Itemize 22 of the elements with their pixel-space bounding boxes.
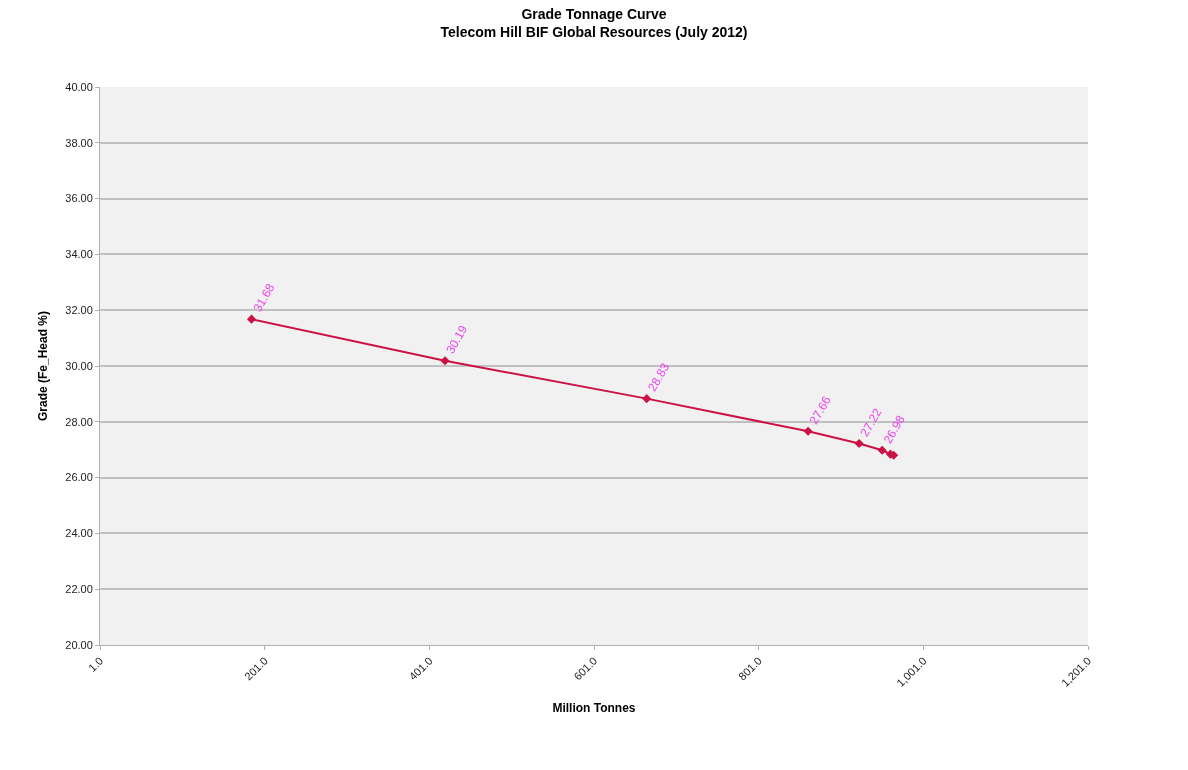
chart-title: Grade Tonnage Curve <box>521 6 667 23</box>
point <box>642 394 652 404</box>
point <box>440 356 450 366</box>
chart-subtitle: Telecom Hill BIF Global Resources (July 2012) <box>440 24 748 41</box>
y-axis-title: Grade (Fe_Head %) <box>35 310 50 422</box>
x-axis-title: Million Tonnes <box>552 700 636 715</box>
y-tick-label: 32.00 <box>65 304 93 317</box>
y-tick-label: 20.00 <box>65 638 93 651</box>
y-tick-label: 40.00 <box>65 80 93 93</box>
y-tick-label: 36.00 <box>65 192 93 205</box>
y-tick-label: 22.00 <box>65 583 93 596</box>
y-tick-label: 28.00 <box>65 415 93 428</box>
y-tick-label: 34.00 <box>65 248 93 261</box>
y-tick-label: 38.00 <box>65 136 93 149</box>
point <box>854 439 864 449</box>
y-tick-label: 30.00 <box>65 359 93 372</box>
point <box>246 314 257 324</box>
point <box>803 426 813 436</box>
point <box>877 445 887 455</box>
y-tick-label: 24.00 <box>65 527 93 540</box>
x-tick-label: 1.0 <box>86 654 106 674</box>
y-tick-label: 26.00 <box>65 471 93 484</box>
